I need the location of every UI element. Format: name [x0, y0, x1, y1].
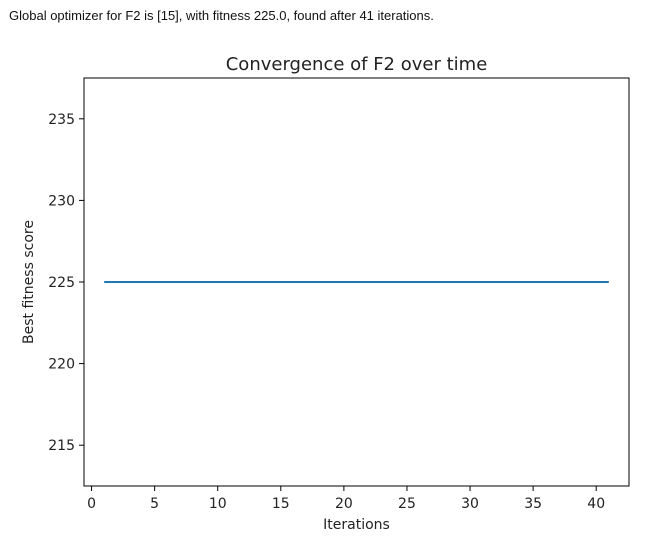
- x-tick-label: 20: [335, 496, 353, 512]
- x-tick-label: 25: [398, 496, 416, 512]
- x-tick-label: 5: [150, 496, 159, 512]
- x-tick-label: 10: [209, 496, 227, 512]
- x-axis-label: Iterations: [323, 517, 390, 533]
- chart-title: Convergence of F2 over time: [226, 54, 488, 75]
- y-tick-label: 230: [48, 193, 75, 209]
- x-tick-label: 0: [87, 496, 96, 512]
- y-tick-label: 220: [48, 357, 75, 373]
- y-tick-label: 215: [48, 438, 75, 454]
- y-tick-label: 235: [48, 112, 75, 128]
- x-axis: 0 5 10 15 20 25 30 35 40: [87, 486, 605, 512]
- x-tick-label: 40: [587, 496, 605, 512]
- output-text: Global optimizer for F2 is [15], with fi…: [9, 8, 434, 23]
- y-axis-label: Best fitness score: [21, 220, 37, 344]
- x-tick-label: 35: [524, 496, 542, 512]
- y-axis: 215 220 225 230 235: [48, 112, 84, 454]
- y-tick-label: 225: [48, 275, 75, 291]
- x-tick-label: 30: [461, 496, 479, 512]
- x-tick-label: 15: [272, 496, 290, 512]
